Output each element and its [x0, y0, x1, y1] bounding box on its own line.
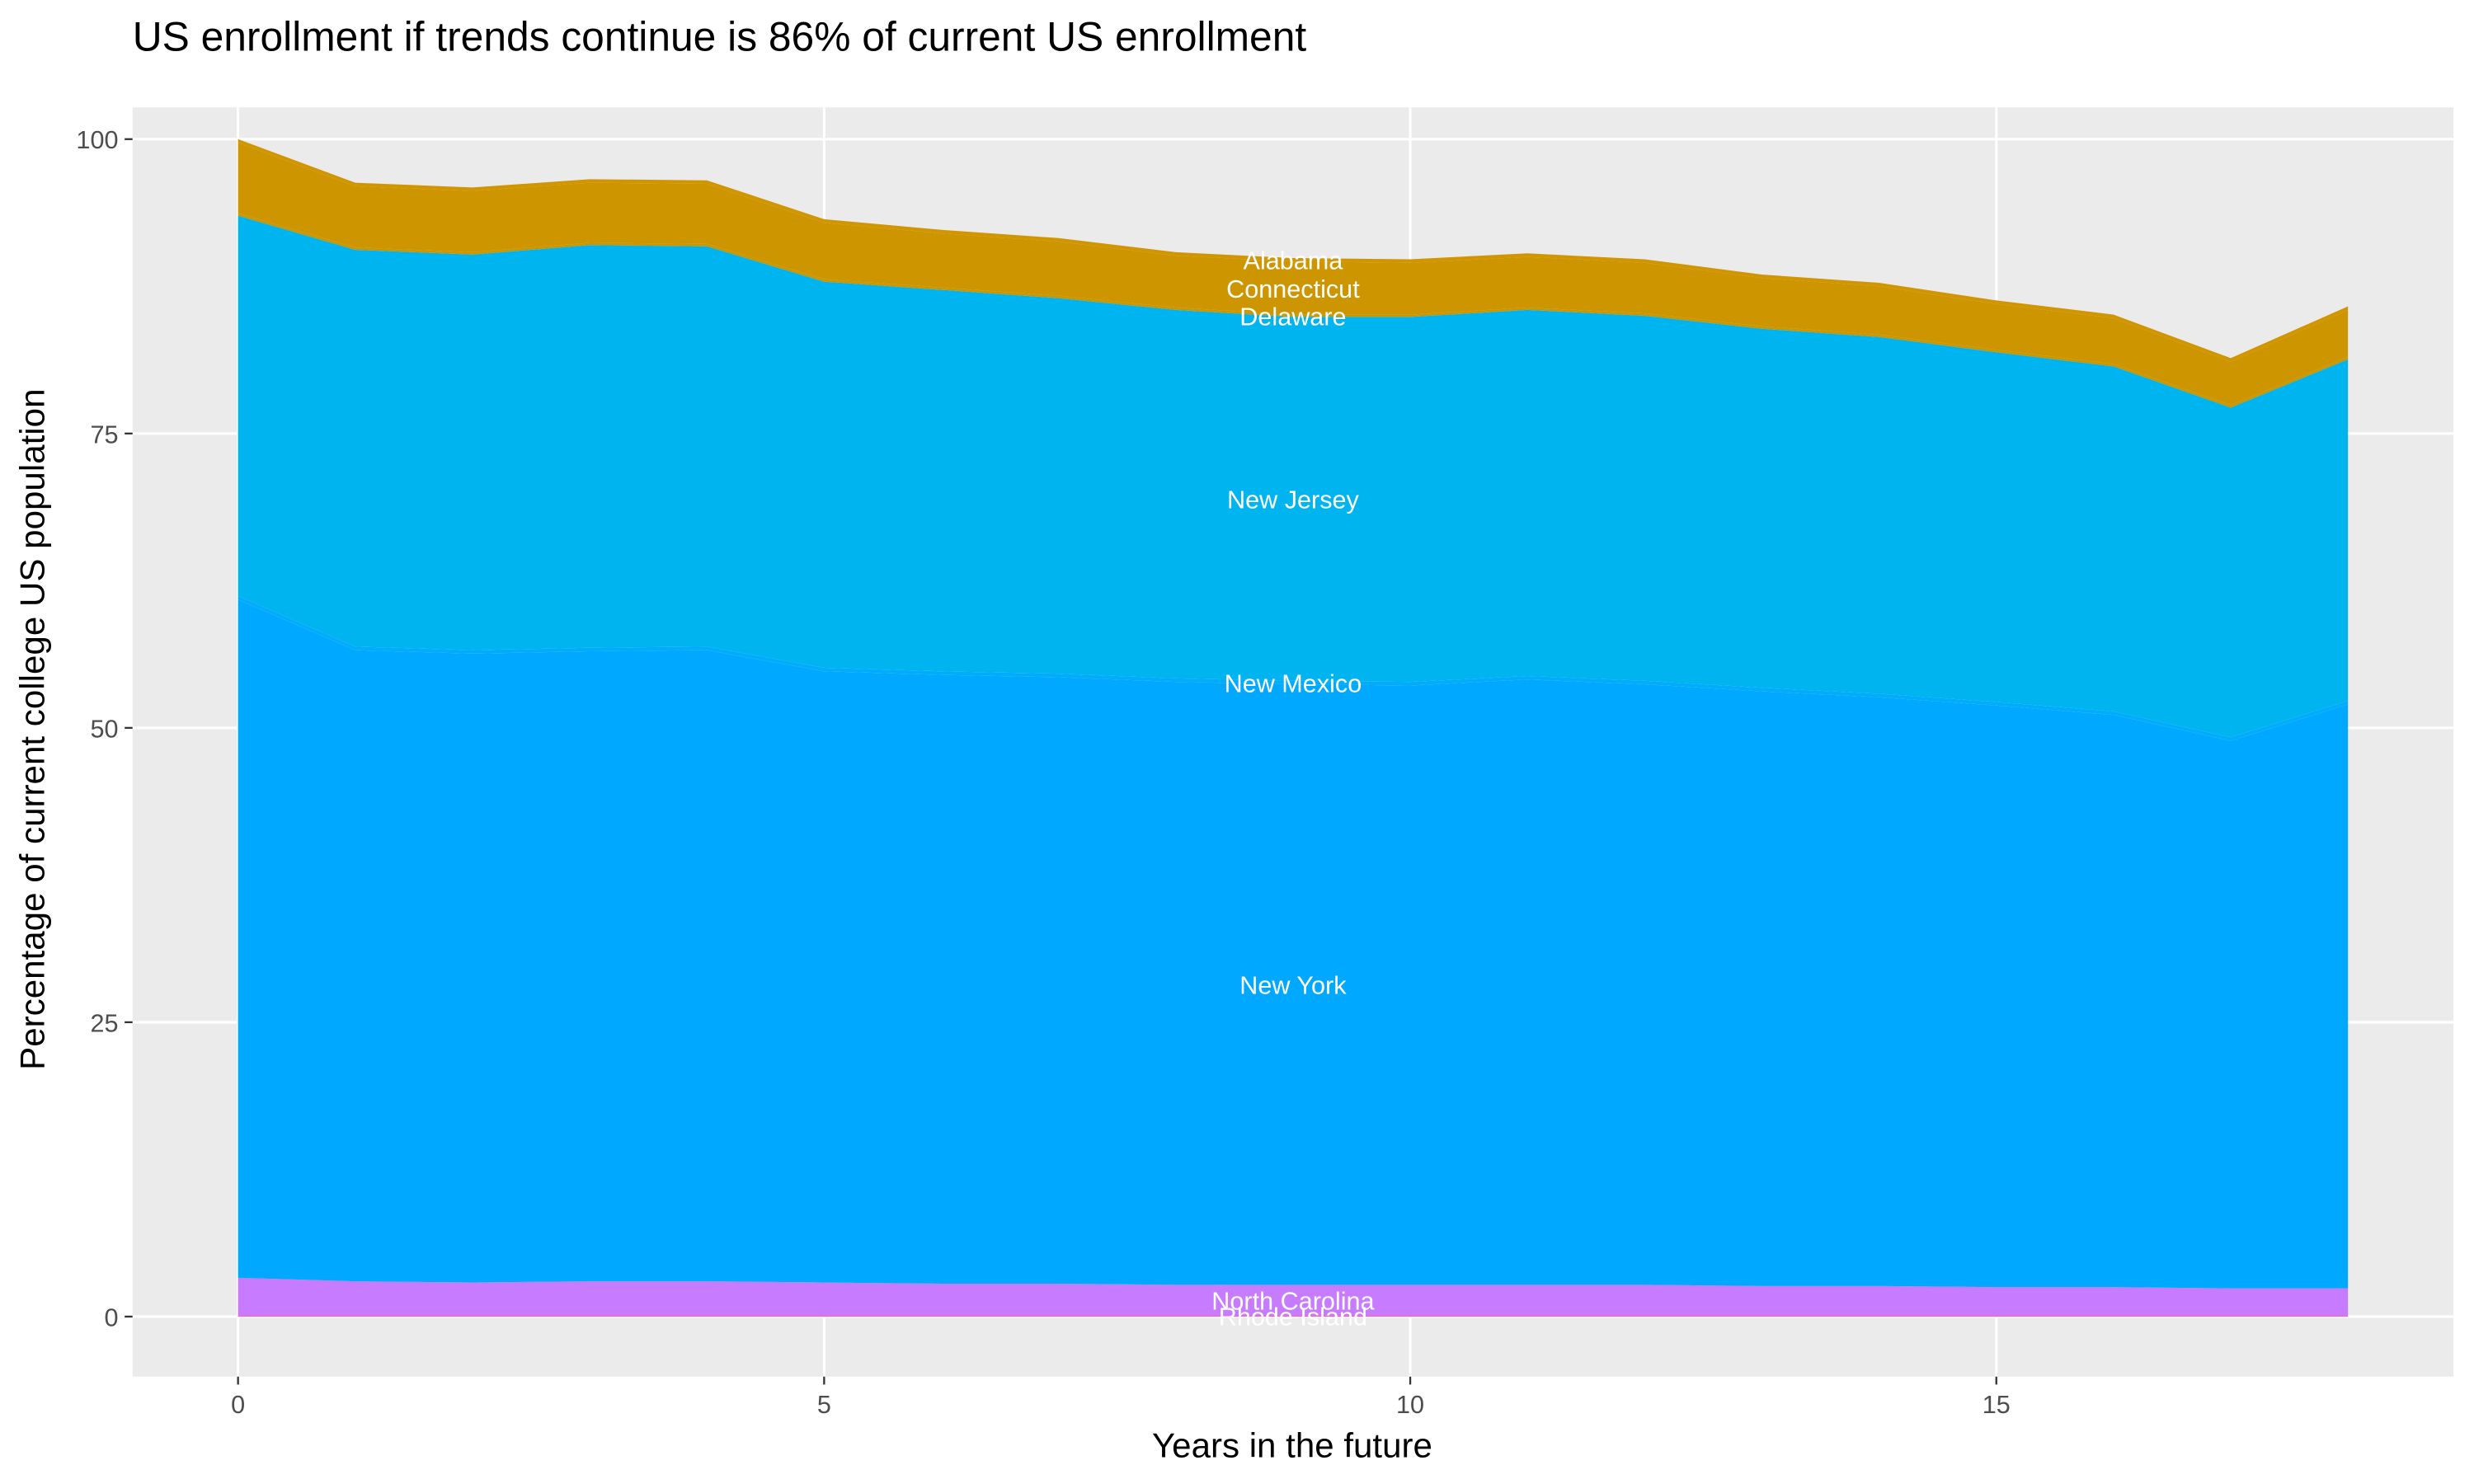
y-tick-label: 25: [90, 1009, 118, 1037]
area-label: North Carolina: [1211, 1287, 1375, 1315]
x-tick-label: 0: [231, 1391, 245, 1419]
x-tick-label: 15: [1982, 1391, 2011, 1419]
y-axis-title: Percentage of current college US populat…: [13, 388, 52, 1069]
area-label: Rhode Island: [1219, 1303, 1367, 1331]
area-label: New Mexico: [1225, 669, 1362, 697]
chart-title: US enrollment if trends continue is 86% …: [133, 13, 1307, 59]
area-label: New York: [1239, 972, 1347, 1000]
area: [238, 213, 2349, 408]
x-tick-label: 10: [1396, 1391, 1424, 1419]
area-label: Connecticut: [1226, 275, 1360, 303]
axes: 0 25 50 75 100 0 5 10 15: [76, 126, 2010, 1419]
areas: [238, 139, 2349, 1317]
area-label: New Jersey: [1227, 486, 1360, 514]
area: [238, 1277, 2349, 1316]
area: [238, 1315, 2349, 1317]
y-tick-label: 0: [104, 1303, 118, 1331]
x-axis-title: Years in the future: [1152, 1425, 1432, 1464]
area: [238, 599, 2349, 1289]
y-tick-label: 50: [90, 715, 118, 743]
y-tick-label: 100: [76, 126, 118, 154]
y-tick-label: 75: [90, 420, 118, 448]
area-label: Delaware: [1239, 303, 1346, 331]
area: [238, 215, 2349, 738]
x-tick-label: 5: [817, 1391, 831, 1419]
area: [238, 143, 2349, 406]
area-label: Alabama: [1244, 247, 1344, 275]
